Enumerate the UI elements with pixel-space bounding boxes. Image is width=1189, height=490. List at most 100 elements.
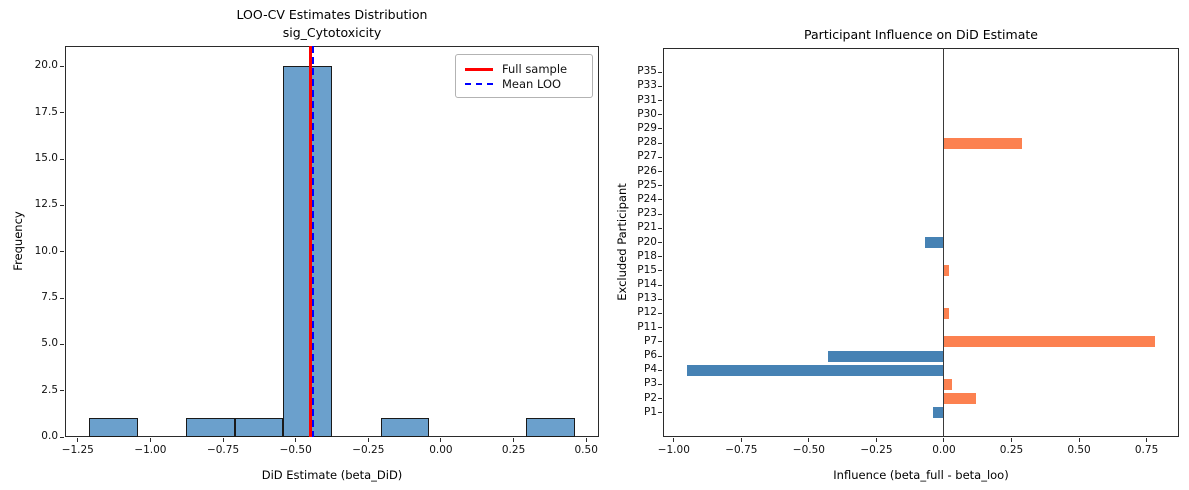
- left-plot-area: [65, 46, 599, 437]
- y-tick: [658, 242, 662, 243]
- y-tick: [658, 199, 662, 201]
- x-tick-label: −0.25: [860, 444, 893, 456]
- x-tick-label: −0.25: [352, 444, 385, 456]
- y-tick: [658, 341, 662, 343]
- x-tick: [295, 438, 297, 442]
- influence-bar-P4: [687, 364, 944, 376]
- participant-tick-label: P23: [637, 207, 657, 220]
- participant-tick-label: P6: [643, 349, 657, 362]
- y-tick: [658, 369, 662, 371]
- x-tick: [440, 438, 442, 442]
- left-x-axis-label: DiD Estimate (beta_DiD): [261, 468, 403, 482]
- x-tick-label: −1.25: [61, 444, 94, 456]
- legend-row-mean-loo: Mean LOO: [465, 77, 582, 92]
- influence-bar-P2: [943, 393, 977, 405]
- histogram-bar: [186, 418, 235, 437]
- y-tick: [658, 128, 662, 130]
- y-tick-label: 5.0: [41, 337, 58, 350]
- y-tick-label: 10.0: [34, 244, 58, 257]
- participant-tick-label: P15: [637, 263, 657, 276]
- x-tick: [513, 438, 515, 442]
- right-chart-title: Participant Influence on DiD Estimate: [804, 27, 1038, 42]
- participant-tick-label: P2: [643, 391, 657, 404]
- y-tick: [658, 312, 662, 314]
- y-tick: [60, 297, 64, 299]
- influence-bar-P20: [925, 237, 944, 248]
- influence-bar-P15: [943, 265, 950, 277]
- right-plot-area: [663, 48, 1179, 437]
- x-tick-label: 0.50: [1067, 444, 1091, 456]
- participant-tick-label: P27: [637, 150, 657, 163]
- x-tick-label: −1.00: [134, 444, 167, 456]
- x-tick-label: 0.75: [1134, 444, 1159, 456]
- left-chart-title-line1: LOO-CV Estimates Distribution: [236, 7, 428, 22]
- participant-tick-label: P35: [637, 65, 657, 78]
- y-tick: [658, 171, 662, 172]
- legend: Full sample Mean LOO: [455, 54, 593, 98]
- full-sample-vline: [308, 46, 312, 437]
- y-tick: [658, 227, 662, 229]
- x-tick-label: 0.25: [999, 444, 1024, 456]
- left-chart-title-line2: sig_Cytotoxicity: [282, 25, 382, 41]
- y-tick: [658, 185, 662, 187]
- participant-tick-label: P13: [637, 292, 657, 305]
- y-tick: [60, 204, 64, 206]
- x-tick: [943, 438, 945, 442]
- x-tick-label: −0.50: [279, 444, 312, 456]
- y-tick-label: 17.5: [34, 105, 58, 118]
- y-tick-label: 7.5: [41, 291, 58, 304]
- right-x-axis-label: Influence (beta_full - beta_loo): [833, 468, 1009, 482]
- influence-bar-P28: [943, 137, 1023, 149]
- participant-tick-label: P20: [637, 235, 657, 248]
- y-tick: [60, 251, 64, 253]
- x-tick-label: 0.25: [501, 444, 526, 456]
- participant-tick-label: P12: [637, 306, 657, 319]
- x-tick: [1146, 438, 1148, 442]
- left-y-axis-label: Frequency: [11, 211, 25, 271]
- y-tick: [658, 142, 662, 144]
- influence-bar-P7: [943, 336, 1155, 348]
- participant-tick-label: P33: [637, 79, 657, 92]
- x-tick: [367, 438, 369, 442]
- y-tick: [658, 327, 662, 329]
- x-tick-label: −0.75: [725, 444, 758, 456]
- participant-tick-label: P14: [637, 278, 657, 291]
- x-tick-label: 0.00: [429, 444, 453, 456]
- mean-loo-vline: [312, 46, 315, 437]
- y-tick: [60, 65, 64, 67]
- x-tick-label: −1.00: [657, 444, 690, 456]
- participant-tick-label: P21: [637, 221, 657, 234]
- y-tick: [658, 256, 662, 258]
- influence-bar-P12: [943, 307, 950, 319]
- y-tick: [658, 71, 662, 73]
- y-tick: [60, 112, 64, 114]
- x-tick: [875, 438, 877, 442]
- y-tick: [658, 100, 662, 102]
- participant-tick-label: P7: [643, 334, 657, 347]
- histogram-bar: [283, 66, 332, 437]
- x-tick: [1011, 438, 1012, 442]
- y-tick-label: 2.5: [41, 383, 58, 396]
- influence-bar-P3: [943, 378, 953, 390]
- y-tick: [658, 156, 662, 158]
- y-tick: [658, 85, 662, 87]
- x-tick: [585, 438, 587, 442]
- y-tick: [658, 270, 662, 272]
- legend-row-full-sample: Full sample: [465, 62, 582, 77]
- zero-reference-line: [943, 48, 945, 437]
- histogram-bar: [234, 418, 284, 437]
- left-chart-title: LOO-CV Estimates Distribution sig_Cytoto…: [65, 6, 599, 42]
- x-tick-label: 0.00: [932, 444, 956, 456]
- x-tick: [808, 438, 810, 442]
- participant-tick-label: P24: [637, 192, 657, 205]
- full-sample-line-swatch: [465, 67, 493, 71]
- y-tick: [658, 412, 662, 414]
- y-tick: [658, 355, 662, 357]
- mean-loo-line-swatch: [465, 82, 493, 85]
- participant-tick-label: P30: [637, 107, 657, 120]
- histogram-bar: [526, 418, 575, 437]
- y-tick-label: 12.5: [34, 198, 58, 211]
- y-tick: [60, 158, 64, 160]
- x-tick: [77, 438, 79, 442]
